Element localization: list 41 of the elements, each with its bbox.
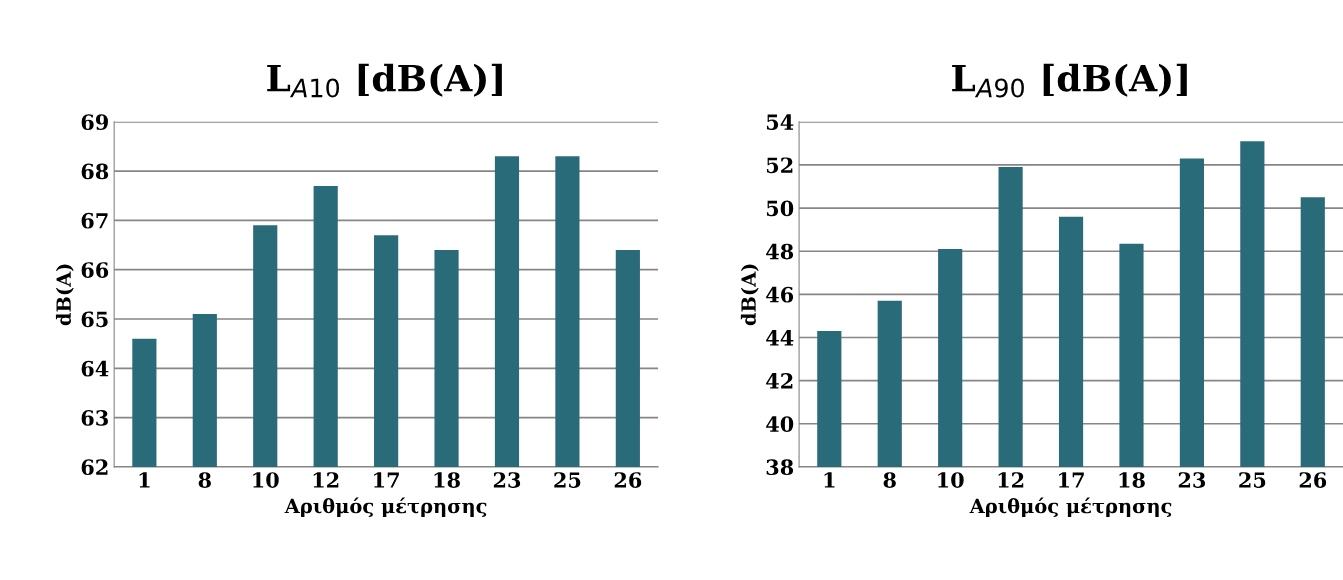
y-tick-label: 64 <box>81 360 109 377</box>
x-tick-label: 25 <box>1239 472 1266 488</box>
x-tick-label: 12 <box>313 472 339 488</box>
x-tick-label: 12 <box>998 472 1024 488</box>
x-tick-label: 10 <box>253 472 279 488</box>
y-tick-label: 38 <box>766 459 794 476</box>
x-tick-label: 18 <box>1119 472 1145 488</box>
y-tick-label: 65 <box>81 311 108 328</box>
x-tick-label: 17 <box>1059 472 1084 488</box>
y-tick-label: 69 <box>81 114 108 131</box>
x-tick-label: 17 <box>374 472 399 488</box>
y-tick-label: 40 <box>766 416 794 432</box>
x-axis-title: Αριθμός μέτρησης <box>969 497 1172 518</box>
x-tick-label: 8 <box>198 472 211 488</box>
x-tick-label: 1 <box>824 472 835 488</box>
y-tick-label: 44 <box>766 329 794 346</box>
y-tick-label: 42 <box>766 373 793 389</box>
x-tick-label: 10 <box>938 472 964 488</box>
x-tick-label: 23 <box>493 472 521 488</box>
x-tick-label: 8 <box>883 472 896 488</box>
y-tick-label: 66 <box>81 262 109 278</box>
x-tick-label: 26 <box>614 472 642 488</box>
x-tick-label: 26 <box>1299 472 1327 488</box>
x-tick-label: 18 <box>434 472 460 488</box>
y-tick-label: 67 <box>81 212 108 229</box>
y-tick-label: 50 <box>766 200 794 217</box>
chart-title: L$_{A90}$ [dB(A)] <box>952 63 1187 98</box>
y-tick-label: 54 <box>766 114 794 131</box>
y-tick-label: 48 <box>766 243 794 260</box>
y-tick-label: 62 <box>81 459 108 476</box>
y-tick-label: 46 <box>766 286 794 303</box>
y-axis-title: dB(A) <box>740 264 759 326</box>
y-tick-label: 68 <box>81 163 109 180</box>
chart-title: L$_{A10}$ [dB(A)] <box>267 63 502 98</box>
y-tick-label: 52 <box>766 157 793 174</box>
y-tick-label: 63 <box>81 410 108 426</box>
x-tick-label: 23 <box>1178 472 1206 488</box>
x-tick-label: 1 <box>139 472 150 488</box>
x-axis-title: Αριθμός μέτρησης <box>284 497 487 518</box>
y-axis-title: dB(A) <box>55 264 74 326</box>
x-tick-label: 25 <box>554 472 581 488</box>
